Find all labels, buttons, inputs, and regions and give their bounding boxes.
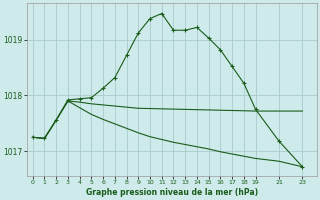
X-axis label: Graphe pression niveau de la mer (hPa): Graphe pression niveau de la mer (hPa) <box>86 188 258 197</box>
